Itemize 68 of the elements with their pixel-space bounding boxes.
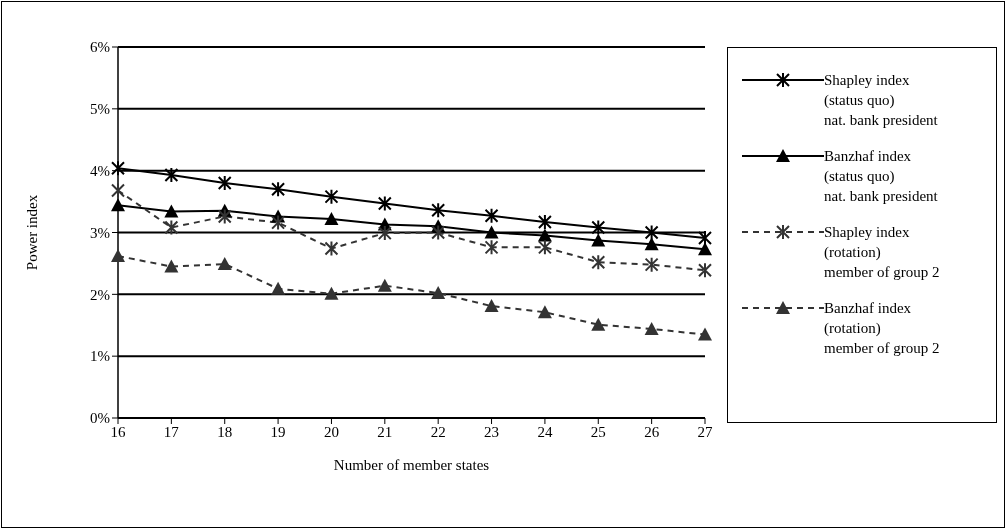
point [324,286,339,300]
point [698,242,712,256]
y-tick-label: 0% [90,410,110,427]
x-tick-label: 25 [590,423,606,440]
point [377,278,392,292]
legend-label: Shapley index (rotation) member of group 2 [824,223,940,282]
point [217,208,232,225]
point [484,225,499,239]
y-tick-label: 3% [90,224,110,241]
x-tick-label: 24 [537,423,553,440]
x-tick-label: 18 [217,423,233,440]
x-tick-label: 17 [163,423,180,440]
x-tick-label: 27 [697,423,713,440]
point [644,237,659,251]
point [324,211,339,225]
point [537,228,552,242]
point [111,182,125,199]
x-axis-title: Number of member states [333,457,490,473]
point [164,219,179,236]
point [698,230,712,247]
point [431,202,446,219]
y-tick-label: 6% [90,39,110,56]
point [164,166,179,183]
x-tick-label: 23 [484,423,500,440]
point [324,240,339,257]
y-axis-title: Power index [24,194,41,271]
point [644,321,659,335]
point [591,317,606,331]
point [484,299,499,313]
point [698,327,712,341]
y-tick-label: 2% [90,286,110,303]
x-tick-label: 19 [270,423,286,440]
point [377,225,392,242]
point [111,249,125,262]
point [164,259,179,273]
point [591,254,606,271]
legend-label: Shapley index (status quo) nat. bank president [824,71,938,130]
point [644,224,659,241]
point [537,305,552,319]
point [431,224,446,241]
x-tick-label: 20 [323,423,339,440]
legend-label: Banzhaf index (rotation) member of group 2 [824,299,940,358]
point [591,219,606,236]
point [484,239,499,256]
point [644,256,659,273]
point [271,181,286,198]
point [431,286,446,300]
point [111,160,125,177]
y-tick-label: 5% [90,101,110,118]
legend-label: Banzhaf index (status quo) nat. bank president [824,147,938,206]
point [111,198,125,212]
point [537,239,552,256]
point [217,175,232,192]
x-tick-label: 26 [644,423,660,440]
point [271,281,286,295]
point [591,233,606,247]
x-tick-label: 22 [430,423,446,440]
point [324,188,339,205]
point [217,257,232,271]
y-tick-label: 4% [90,162,110,179]
point [698,262,712,279]
x-tick-label: 21 [377,423,393,440]
point [164,204,179,218]
point [271,214,286,231]
point [537,213,552,230]
point [377,195,392,212]
x-tick-label: 16 [110,423,126,440]
y-tick-label: 1% [90,348,110,365]
